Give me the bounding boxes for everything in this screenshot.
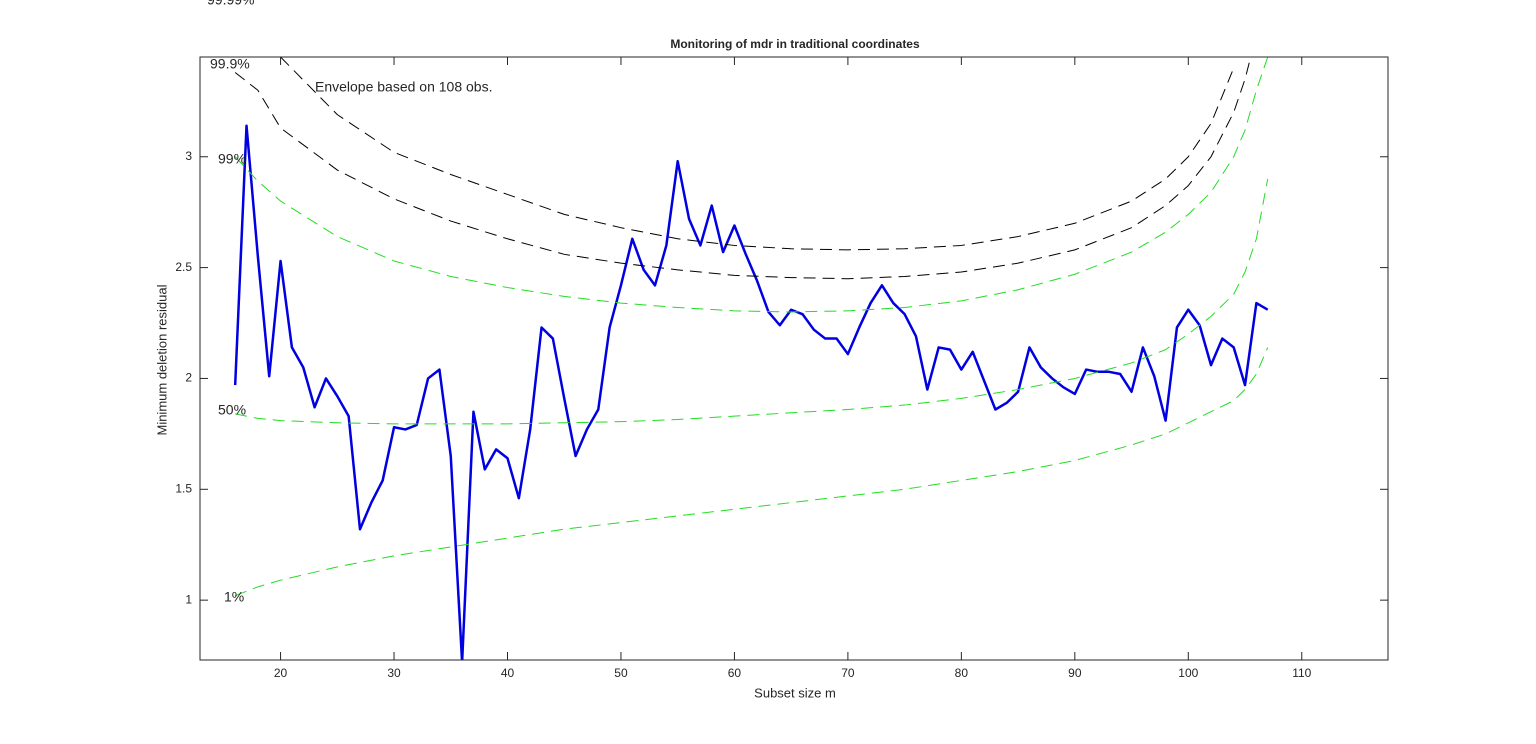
y-tick-label: 2 bbox=[185, 371, 192, 385]
x-tick-label: 70 bbox=[841, 666, 855, 680]
plot-area bbox=[233, 57, 1269, 660]
envelope-label: 99% bbox=[218, 151, 246, 167]
x-tick-label: 30 bbox=[387, 666, 401, 680]
chart-title: Monitoring of mdr in traditional coordin… bbox=[670, 37, 920, 51]
envelope-line bbox=[235, 178, 1269, 425]
envelope-line bbox=[234, 347, 1269, 597]
envelope-line bbox=[234, 57, 1269, 313]
y-axis-label: Minimum deletion residual bbox=[154, 284, 169, 435]
y-tick-label: 1 bbox=[185, 592, 192, 606]
envelope-label: 99.99% bbox=[207, 0, 254, 8]
axes-box bbox=[199, 56, 1389, 661]
x-axis-label: Subset size m bbox=[754, 685, 836, 700]
envelope-line bbox=[234, 57, 1252, 280]
x-tick-label: 20 bbox=[274, 666, 288, 680]
y-tick-label: 1.5 bbox=[175, 481, 192, 495]
envelope-label: 50% bbox=[218, 402, 246, 418]
envelope-label: 99.9% bbox=[210, 56, 250, 72]
data-line bbox=[233, 124, 1269, 660]
x-tick-label: 50 bbox=[614, 666, 628, 680]
envelope-line bbox=[280, 57, 1235, 251]
x-tick-label: 90 bbox=[1068, 666, 1082, 680]
x-tick-label: 100 bbox=[1178, 666, 1198, 680]
x-tick-label: 80 bbox=[955, 666, 969, 680]
x-tick-label: 110 bbox=[1292, 666, 1311, 680]
annotation: Envelope based on 108 obs. bbox=[315, 79, 492, 95]
x-tick-label: 40 bbox=[501, 666, 515, 680]
x-tick-label: 60 bbox=[728, 666, 742, 680]
y-tick-label: 3 bbox=[185, 149, 192, 163]
y-tick-label: 2.5 bbox=[175, 260, 192, 274]
envelope-label: 1% bbox=[224, 589, 244, 605]
